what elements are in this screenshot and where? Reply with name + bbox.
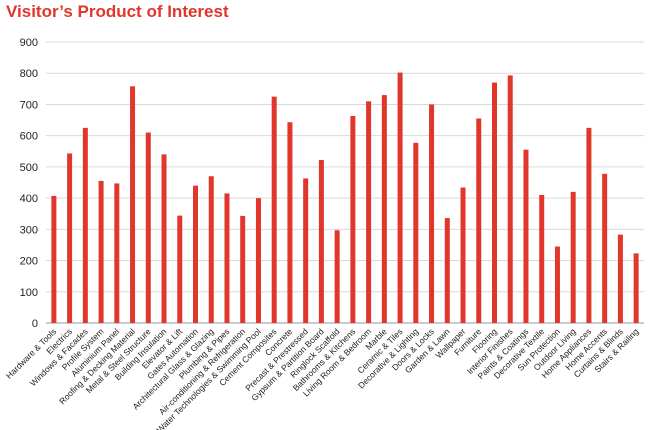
bars [51, 72, 639, 324]
bar [397, 72, 403, 323]
gridlines [46, 41, 644, 324]
bar [114, 183, 120, 323]
y-tick-label: 800 [20, 68, 38, 80]
bar [444, 218, 450, 323]
bar [586, 127, 592, 323]
bar [193, 185, 198, 323]
bar [82, 127, 88, 323]
bar [240, 215, 246, 323]
bar [350, 116, 356, 323]
bar [334, 230, 340, 323]
bar [271, 96, 277, 323]
bar [287, 122, 293, 324]
bar [413, 142, 419, 323]
bar [145, 132, 151, 323]
bar [98, 180, 104, 323]
y-tick-label: 300 [20, 224, 38, 236]
bar [507, 75, 513, 323]
bar [476, 118, 482, 324]
bar [492, 82, 497, 323]
bar [554, 246, 560, 323]
bar [224, 193, 230, 323]
bar [130, 86, 136, 323]
bar [67, 153, 73, 323]
bar [161, 154, 167, 323]
bar [460, 187, 466, 323]
y-tick-label: 200 [20, 256, 38, 268]
bar [318, 160, 324, 323]
bar [255, 198, 261, 323]
y-axis: 0 100 200 300 400 500 600 700 800 900 [20, 37, 38, 330]
bar [366, 101, 372, 323]
y-tick-label: 100 [20, 287, 38, 299]
bar [208, 176, 214, 323]
bar [429, 104, 435, 323]
bar [381, 95, 387, 323]
bar [51, 195, 57, 323]
bar [602, 173, 608, 323]
bar [570, 191, 576, 323]
bar [633, 253, 639, 323]
y-tick-label: 600 [20, 131, 38, 143]
bar [539, 194, 545, 323]
y-tick-label: 900 [20, 37, 38, 49]
bar [617, 234, 623, 323]
y-tick-label: 400 [20, 193, 38, 205]
y-tick-label: 700 [20, 99, 38, 111]
bar [177, 215, 183, 323]
chart-title: Visitor’s Product of Interest [6, 2, 229, 21]
bar [523, 149, 529, 323]
y-tick-label: 0 [32, 318, 38, 330]
y-tick-label: 500 [20, 162, 38, 174]
bar [303, 178, 309, 323]
